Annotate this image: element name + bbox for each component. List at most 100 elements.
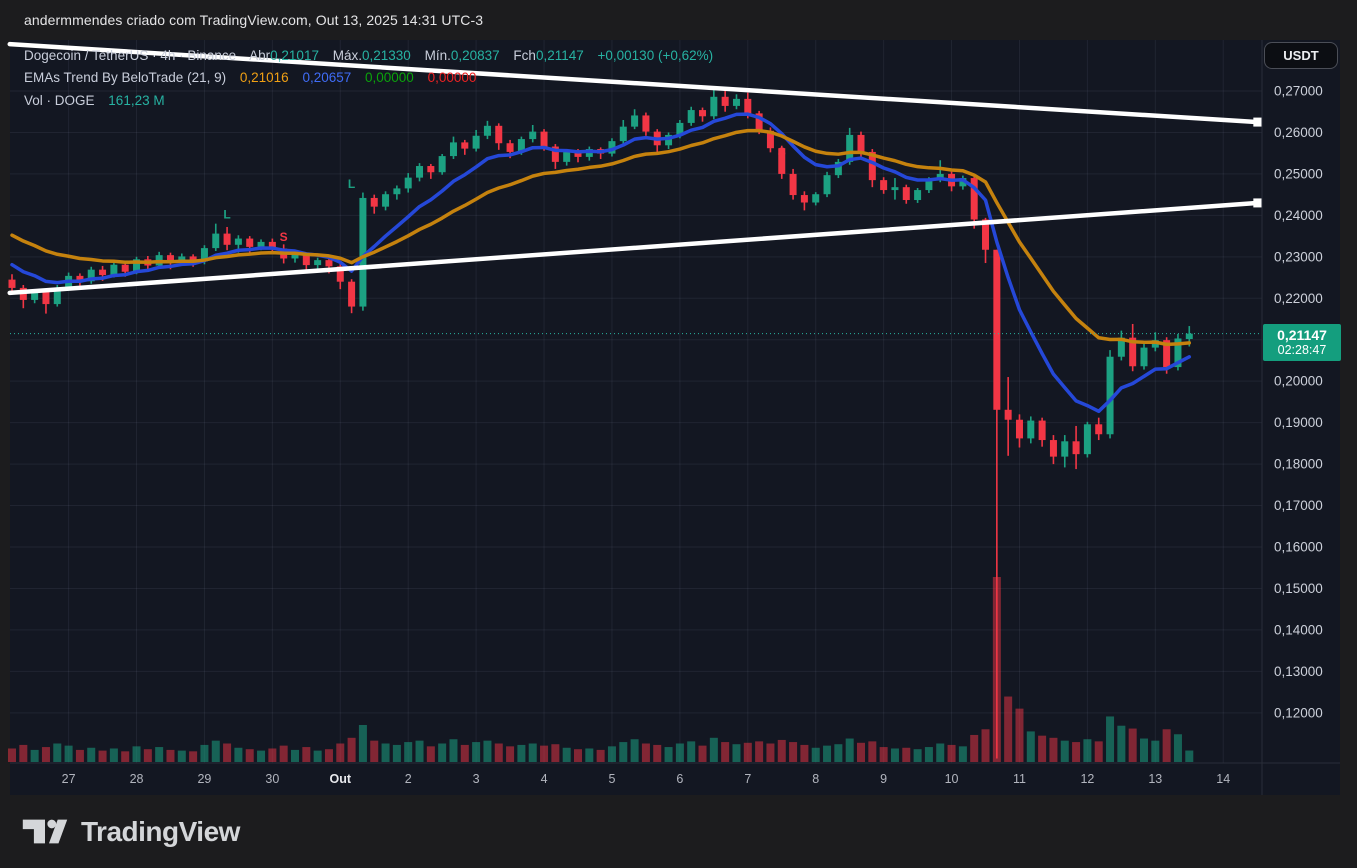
volume-bar (800, 744, 809, 762)
candle-body (970, 178, 978, 220)
candle-body (868, 151, 876, 181)
volume-bar (30, 749, 39, 762)
volume-bar (675, 743, 684, 762)
candle-body (925, 179, 933, 191)
signal-short-value: 0,00000 (427, 70, 477, 85)
candle-body (325, 260, 333, 267)
candle-body (902, 187, 910, 201)
tradingview-logo-icon (22, 819, 68, 844)
candle-body (551, 146, 559, 162)
time-axis-label: 10 (945, 772, 959, 786)
ohlc-open-label: Abr (249, 48, 271, 63)
time-axis-label: 3 (473, 772, 480, 786)
volume-bar (1015, 708, 1024, 762)
trendline-handle[interactable] (1253, 198, 1263, 208)
volume-bar (596, 749, 605, 762)
ohlc-low-label: Mín. (424, 48, 451, 63)
ohlc-close-label: Fch (513, 48, 536, 63)
candle-body (699, 110, 707, 117)
trendline-handle[interactable] (1253, 117, 1263, 127)
candle-body (8, 279, 16, 288)
candle-body (99, 269, 107, 276)
candle-body (461, 142, 469, 149)
price-tick-label: 0,24000 (1274, 208, 1323, 223)
price-tick-label: 0,17000 (1274, 498, 1323, 513)
volume-bar (902, 747, 911, 762)
volume-legend-row[interactable]: Vol · DOGE 161,23 M (24, 90, 713, 111)
volume-bar (313, 750, 322, 762)
volume-bar (845, 738, 854, 762)
currency-toggle-button[interactable]: USDT (1264, 42, 1338, 69)
time-axis-label: 7 (744, 772, 751, 786)
volume-bar (132, 746, 141, 762)
volume-bar (585, 748, 594, 762)
volume-bar (551, 744, 560, 762)
chart-legend: Dogecoin / TetherUS · 4h · Binance Abr0,… (24, 45, 713, 112)
ema21-value: 0,21016 (239, 70, 289, 85)
candle-body (1015, 419, 1023, 439)
candle-body (687, 110, 695, 123)
volume-bar (653, 744, 662, 762)
price-tick-label: 0,12000 (1274, 705, 1323, 720)
candle-body (110, 264, 118, 276)
volume-bar (494, 743, 503, 762)
candle-body (166, 255, 174, 263)
trendline-descending-resistance[interactable] (7, 41, 1261, 125)
volume-bar (1106, 716, 1115, 762)
volume-bar (268, 748, 277, 762)
time-axis-label: 28 (130, 772, 144, 786)
volume-bar (1185, 750, 1194, 762)
volume-bar (890, 748, 899, 762)
volume-bar (223, 743, 232, 762)
volume-bar (958, 746, 967, 762)
candle-body (959, 178, 967, 187)
candle-body (631, 115, 639, 127)
price-tick-label: 0,16000 (1274, 540, 1323, 555)
candle-body (993, 249, 1001, 410)
symbol-legend-row[interactable]: Dogecoin / TetherUS · 4h · Binance Abr0,… (24, 45, 713, 66)
volume-bar (19, 744, 28, 762)
time-axis-label: 27 (62, 772, 76, 786)
signal-label-long: L (348, 177, 355, 191)
candle-body (1083, 424, 1091, 455)
indicator-legend-row[interactable]: EMAs Trend By BeloTrade (21, 9) 0,21016 … (24, 67, 713, 88)
candle-body (732, 98, 740, 106)
candle-body (721, 96, 729, 106)
volume-bar (324, 749, 333, 762)
candle-body (1129, 337, 1137, 367)
candle-body (812, 194, 820, 203)
volume-bar (143, 749, 152, 762)
candle-body (1140, 347, 1148, 367)
time-axis-label: 2 (405, 772, 412, 786)
candle-body (393, 188, 401, 195)
signal-long-value: 0,00000 (365, 70, 414, 85)
volume-bar (404, 742, 413, 762)
candle-body (336, 266, 344, 282)
time-axis-label: 8 (812, 772, 819, 786)
change-value: +0,00130 (+0,62%) (597, 48, 714, 63)
volume-bar (1151, 740, 1160, 762)
volume-bar (913, 749, 922, 762)
tradingview-brand-text: TradingView (81, 815, 240, 847)
volume-bar (936, 743, 945, 762)
volume-bar (562, 747, 571, 762)
signal-label-short: S (280, 230, 288, 244)
price-tick-label: 0,13000 (1274, 664, 1323, 679)
volume-bar (336, 743, 345, 762)
signal-label-long: L (223, 208, 230, 222)
candle-body (936, 173, 944, 180)
trendline-ascending-support[interactable] (7, 200, 1261, 296)
volume-bar (291, 749, 299, 762)
time-axis-label: 11 (1013, 772, 1026, 786)
candle-body (246, 238, 254, 247)
last-price-badge: 0,21147 02:28:47 (1263, 323, 1341, 361)
volume-bar (415, 740, 424, 762)
volume-bar (1162, 729, 1171, 762)
volume-bar (743, 742, 752, 762)
candle-body (563, 151, 571, 162)
volume-bar (200, 744, 209, 762)
indicator-name: EMAs Trend By BeloTrade (21, 9) (24, 70, 227, 85)
candle-body (823, 175, 831, 195)
